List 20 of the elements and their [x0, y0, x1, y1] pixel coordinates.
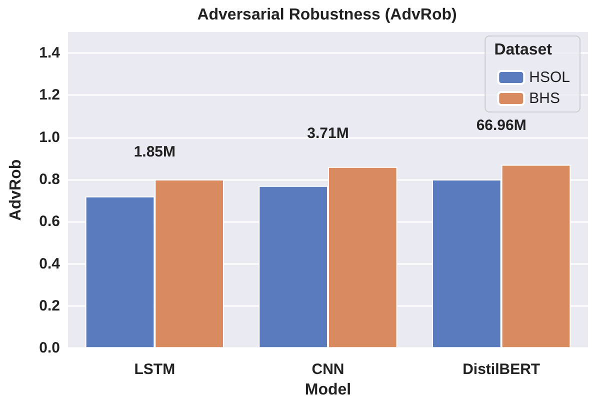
- y-tick-label: 0.2: [39, 297, 60, 314]
- x-tick-label: CNN: [312, 361, 344, 378]
- y-tick-label: 0.4: [39, 255, 61, 272]
- x-tick-label: LSTM: [134, 361, 176, 378]
- y-tick-label: 0.8: [39, 171, 60, 188]
- y-axis-title: AdvRob: [8, 159, 24, 221]
- y-tick-label: 1.0: [39, 128, 60, 146]
- annotation: 66.96M: [476, 116, 526, 134]
- chart-title: Adversarial Robustness (AdvRob): [197, 6, 457, 24]
- legend-title: Dataset: [494, 42, 553, 58]
- y-tick-label: 0.6: [39, 213, 60, 230]
- y-tick-label: 1.2: [39, 86, 60, 104]
- annotation: 3.71M: [307, 124, 349, 142]
- legend-label: HSOL: [529, 69, 570, 86]
- x-axis-title: Model: [304, 382, 352, 398]
- y-tick-label: 0.0: [39, 340, 60, 357]
- x-tick-label: DistilBERT: [462, 361, 540, 378]
- y-tick-label: 1.4: [39, 44, 61, 62]
- legend-label: BHS: [529, 90, 560, 107]
- annotation: 1.85M: [134, 144, 176, 161]
